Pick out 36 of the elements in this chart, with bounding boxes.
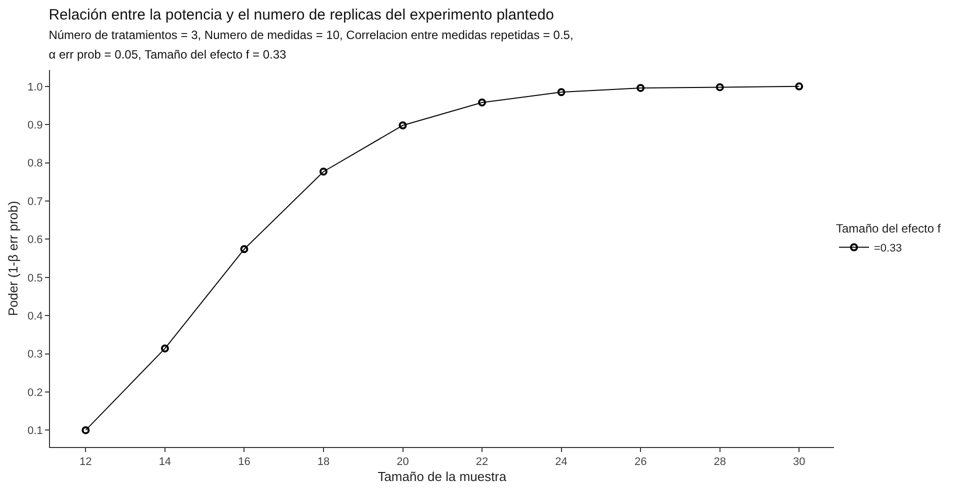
y-tick-label: 0.7 xyxy=(28,196,43,208)
chart-title: Relación entre la potencia y el numero de replicas del experimento plantedo xyxy=(48,6,554,24)
point xyxy=(636,84,645,92)
y-tick-label: 0.5 xyxy=(28,272,43,284)
x-tick-label: 20 xyxy=(396,456,409,468)
y-axis-title: Poder (1-β err prob) xyxy=(5,200,20,316)
y-tick-label: 0.3 xyxy=(28,348,43,361)
legend-label: =0.33 xyxy=(874,242,902,255)
x-axis-title: Tamaño de la muestra xyxy=(378,468,508,484)
x-tick-label: 28 xyxy=(714,456,726,468)
point xyxy=(82,426,90,434)
y-tick-label: 1.0 xyxy=(28,81,43,94)
x-tick-label: 26 xyxy=(634,456,647,468)
point xyxy=(240,245,248,254)
x-tick-label: 30 xyxy=(792,456,806,468)
point xyxy=(478,98,486,106)
point xyxy=(398,121,407,130)
x-tick-label: 14 xyxy=(158,456,172,468)
point xyxy=(557,88,566,96)
y-tick-label: 0.4 xyxy=(28,310,43,322)
x-tick-label: 12 xyxy=(80,456,92,468)
point xyxy=(160,344,169,352)
point xyxy=(795,82,804,90)
y-tick-label: 0.1 xyxy=(28,425,43,438)
x-tick-label: 24 xyxy=(555,456,568,468)
chart-subtitle: Número de tratamientos = 3, Numero de medidas = 10, Correlacion entre medidas repetidas = 0.5, α err prob = 0.05, Tamaño del efecto f = 0.33 xyxy=(48,28,574,62)
x-tick-label: 16 xyxy=(238,456,250,468)
legend-title: Tamaño del efecto f xyxy=(836,222,942,236)
y-tick-label: 0.6 xyxy=(28,234,43,246)
y-tick-label: 0.9 xyxy=(28,119,43,132)
y-tick-label: 0.2 xyxy=(28,386,43,399)
x-tick-label: 18 xyxy=(317,456,330,468)
point xyxy=(716,83,724,92)
y-tick-label: 0.8 xyxy=(28,158,43,170)
point xyxy=(319,168,328,176)
x-tick-label: 22 xyxy=(476,456,488,468)
